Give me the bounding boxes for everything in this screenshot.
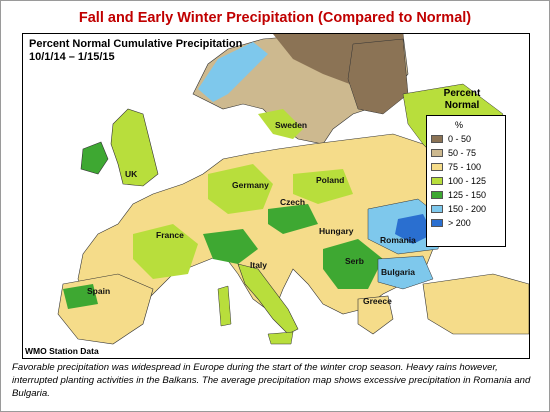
label-greece: Greece: [363, 296, 392, 306]
legend-item-label: 0 - 50: [448, 134, 472, 144]
label-sweden: Sweden: [275, 120, 308, 130]
label-czech: Czech: [280, 197, 306, 207]
italy: [237, 263, 299, 335]
legend-title: Percent Normal: [418, 88, 506, 112]
legend-item-label: 100 - 125: [448, 176, 487, 186]
legend-item-label: 50 - 75: [448, 148, 477, 158]
turkey-edge: [422, 273, 529, 335]
legend-item-label: 75 - 100: [448, 162, 482, 172]
legend-item-label: 150 - 200: [448, 204, 487, 214]
poland-wet: [293, 169, 353, 204]
map-subtitle-line2: 10/1/14 – 1/15/15: [29, 51, 115, 63]
legend-title-line1: Percent: [443, 88, 481, 99]
spain-wet: [63, 284, 98, 309]
legend-item: 125 - 150: [431, 188, 501, 202]
slide-caption: Favorable precipitation was widespread i…: [12, 362, 531, 399]
iberia: [57, 273, 154, 345]
legend-box: % 0 - 50 50 - 75 75 - 100 100 - 125 125 - 15…: [426, 115, 506, 247]
germany-wet: [208, 164, 273, 214]
legend-item: > 200: [431, 216, 501, 230]
label-romania: Romania: [380, 235, 416, 245]
map-legend: Percent Normal % 0 - 50 50 - 75 75 - 100 10…: [418, 88, 506, 247]
ireland: [80, 141, 109, 175]
legend-swatch: [431, 163, 443, 171]
legend-title-line2: Normal: [444, 100, 480, 111]
romania-extreme: [395, 214, 433, 244]
legend-swatch: [431, 135, 443, 143]
label-italy: Italy: [250, 260, 268, 270]
europe-map-graphic: [57, 34, 529, 345]
legend-item: 50 - 75: [431, 146, 501, 160]
legend-item-label: 125 - 150: [448, 190, 487, 200]
france-wet: [133, 224, 198, 279]
bulgaria-wet: [377, 255, 434, 290]
map-subtitle-line1: Percent Normal Cumulative Precipitation: [29, 38, 243, 50]
sicily: [267, 331, 294, 345]
balkans-wet: [323, 239, 383, 289]
legend-item: 75 - 100: [431, 160, 501, 174]
label-france: France: [156, 230, 184, 240]
sweden-south: [258, 109, 303, 139]
finland-area: [347, 38, 409, 115]
greece: [357, 295, 394, 335]
legend-swatch: [431, 219, 443, 227]
legend-rows: 0 - 50 50 - 75 75 - 100 100 - 125 125 - 150 1…: [431, 132, 501, 230]
legend-item: 100 - 125: [431, 174, 501, 188]
label-spain: Spain: [87, 286, 111, 296]
map-subtitle: Percent Normal Cumulative Precipitation …: [29, 38, 242, 64]
czech-wet: [268, 204, 318, 234]
label-serb: Serb: [345, 256, 364, 266]
legend-swatch: [431, 191, 443, 199]
label-bulgaria: Bulgaria: [381, 267, 416, 277]
legend-unit: %: [454, 120, 463, 130]
corsica-sardinia: [217, 285, 232, 327]
label-poland: Poland: [316, 175, 345, 185]
precipitation-map: Percent Normal Cumulative Precipitation …: [22, 33, 530, 359]
legend-swatch: [431, 149, 443, 157]
alps-wet: [203, 229, 258, 264]
great-britain: [110, 108, 159, 187]
label-germany: Germany: [232, 180, 269, 190]
legend-item-label: > 200: [448, 218, 471, 228]
label-hungary: Hungary: [319, 226, 354, 236]
legend-swatch: [431, 205, 443, 213]
legend-item: 150 - 200: [431, 202, 501, 216]
legend-item: 0 - 50: [431, 132, 501, 146]
label-uk: UK: [125, 169, 138, 179]
legend-swatch: [431, 177, 443, 185]
slide-title: Fall and Early Winter Precipitation (Com…: [78, 10, 472, 26]
data-source-note: WMO Station Data: [25, 346, 99, 356]
norway-wet: [198, 42, 268, 102]
